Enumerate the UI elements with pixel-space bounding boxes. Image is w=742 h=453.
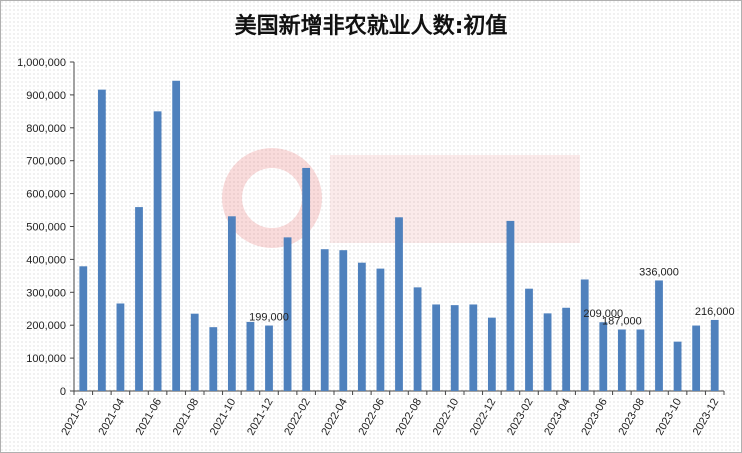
bar-2022-12: [487, 317, 496, 391]
bar-2023-08: [636, 329, 645, 391]
data-label-2023-12: 216,000: [695, 306, 735, 318]
x-tick-label: 2023-02: [505, 397, 536, 438]
x-tick-label: 2023-04: [542, 397, 573, 438]
x-tick-label: 2021-04: [96, 397, 127, 438]
bar-2023-03: [543, 313, 552, 391]
x-tick-label: 2023-08: [616, 397, 647, 438]
bar-2023-09: [655, 280, 663, 391]
bar-2022-11: [469, 304, 478, 391]
y-tick-label: 400,000: [26, 254, 66, 266]
bar-2023-05: [580, 279, 589, 391]
data-label-2021-12: 199,000: [249, 312, 289, 324]
bar-2023-04: [562, 307, 571, 391]
x-tick-label: 2023-10: [654, 397, 685, 438]
bar-2022-03: [320, 249, 329, 391]
y-tick-label: 100,000: [26, 353, 66, 365]
x-tick-label: 2021-06: [134, 397, 165, 438]
bar-2021-03: [97, 89, 106, 392]
x-tick-label: 2022-06: [356, 397, 387, 438]
bar-2021-09: [209, 327, 218, 391]
y-tick-label: 0: [60, 386, 66, 398]
y-tick-label: 300,000: [26, 287, 66, 299]
bar-2023-11: [692, 325, 701, 391]
x-tick-label: 2022-04: [319, 397, 350, 438]
bar-2023-01: [506, 220, 515, 391]
bar-2022-09: [432, 304, 441, 391]
watermark-logo: [222, 148, 580, 248]
bar-2021-12: [265, 325, 273, 391]
bar-2023-10: [673, 341, 682, 391]
bar-2021-05: [135, 207, 143, 391]
x-tick-label: 2021-12: [245, 397, 276, 438]
bar-2021-11: [246, 321, 255, 391]
y-tick-label: 1,000,000: [17, 57, 66, 69]
bar-2023-06: [599, 322, 608, 391]
bar-2023-02: [525, 288, 533, 391]
x-tick-label: 2021-08: [171, 397, 202, 438]
bar-2023-07: [617, 329, 626, 391]
bar-2021-04: [116, 303, 125, 391]
y-tick-label: 900,000: [26, 90, 66, 102]
x-tick-label: 2023-06: [579, 397, 610, 438]
y-tick-label: 500,000: [26, 222, 66, 234]
y-tick-label: 700,000: [26, 156, 66, 168]
x-tick-label: 2021-10: [208, 397, 239, 438]
bar-2022-06: [376, 268, 385, 391]
data-label-2023-09: 336,000: [639, 266, 679, 278]
x-tick-label: 2023-12: [691, 397, 722, 438]
x-tick-label: 2021-02: [59, 397, 90, 438]
bar-series: [79, 80, 719, 392]
bar-2021-06: [153, 111, 162, 391]
y-axis: 0 100,000 200,000 300,000 400,000 500,000 600,…: [17, 57, 75, 398]
y-tick-label: 800,000: [26, 123, 66, 135]
bar-2022-08: [413, 287, 422, 391]
bar-2022-10: [450, 305, 459, 391]
data-label-2023-07: 187,000: [602, 315, 642, 327]
bar-2021-08: [190, 313, 199, 391]
y-tick-label: 200,000: [26, 320, 66, 332]
bar-2023-12: [710, 319, 719, 391]
x-tick-label: 2022-02: [282, 397, 313, 438]
x-tick-label: 2022-10: [431, 397, 462, 438]
bar-2022-02: [302, 167, 311, 391]
data-label-2023-06: 209,000: [583, 308, 623, 320]
y-tick-label: 600,000: [26, 189, 66, 201]
x-tick-label: 2022-12: [468, 397, 499, 438]
bar-2021-10: [227, 216, 236, 391]
bar-2021-07: [172, 80, 181, 392]
bar-2022-04: [339, 250, 348, 391]
bar-2022-01: [283, 237, 292, 391]
chart-title: 美国新增非农就业人数:初值: [235, 13, 508, 39]
x-tick-label: 2022-08: [394, 397, 425, 438]
bar-2022-05: [357, 262, 366, 391]
bar-2022-07: [395, 217, 403, 391]
bar-2021-02: [79, 266, 88, 391]
x-axis: 2021-02 2021-04 2021-06 2021-08 2021-10 2021-…: [59, 390, 725, 438]
